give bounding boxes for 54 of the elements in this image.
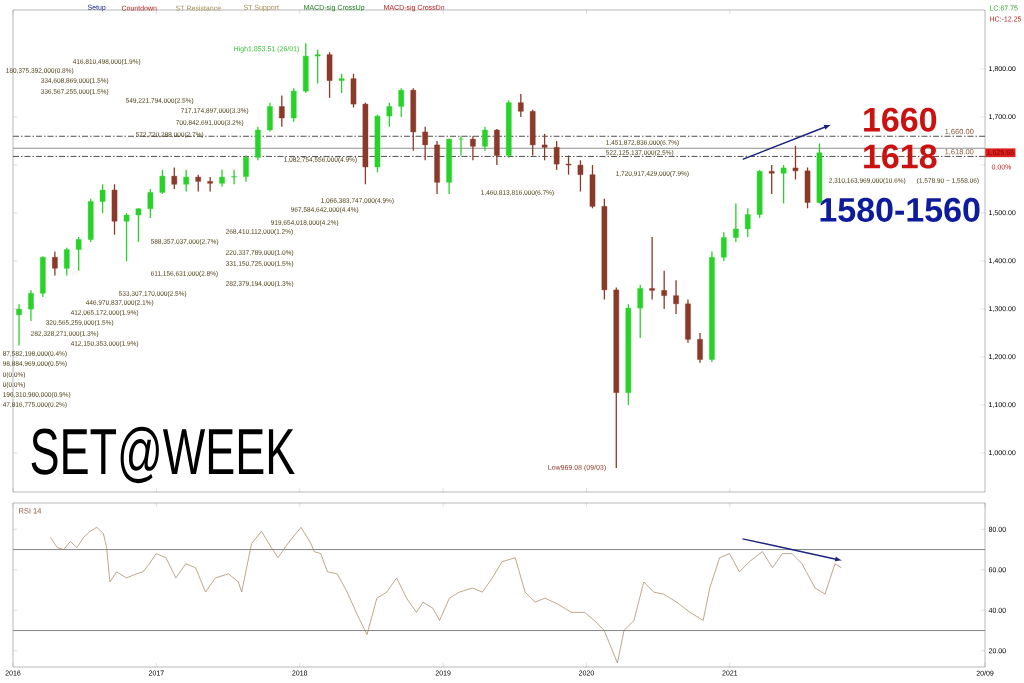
candlestick [338, 73, 345, 94]
candlestick [374, 114, 381, 173]
annotation: 1660 [864, 107, 937, 132]
annotation: 1580-1560 [820, 197, 980, 222]
candlestick [279, 94, 285, 128]
candlestick [302, 42, 309, 94]
candlestick [744, 207, 751, 238]
candlestick [40, 255, 46, 298]
candlestick [183, 169, 189, 193]
candlestick [410, 87, 417, 152]
candlestick [553, 140, 560, 171]
candlestick [63, 246, 70, 277]
candlestick [625, 303, 632, 406]
candlestick [518, 93, 524, 118]
candlestick [111, 183, 118, 236]
candlestick [613, 286, 620, 469]
candlestick [326, 51, 333, 99]
candlestick [171, 166, 178, 190]
candlestick [565, 154, 572, 176]
candlestick [147, 188, 154, 219]
candlestick [386, 102, 393, 128]
candlestick [87, 198, 94, 243]
candlestick [422, 126, 428, 161]
candlestick [290, 87, 297, 123]
candlestick [637, 284, 644, 339]
candlestick [505, 99, 512, 159]
candlestick [661, 270, 667, 310]
candlestick [135, 207, 142, 243]
candlestick [362, 102, 369, 185]
candlestick [16, 303, 22, 347]
candlestick [398, 87, 405, 118]
candlestick [458, 135, 464, 157]
candlestick [768, 164, 775, 195]
annotation: 1618 [864, 144, 937, 169]
candlestick [123, 212, 130, 262]
candlestick [649, 236, 655, 301]
candlestick [99, 183, 106, 214]
candlestick [601, 198, 608, 301]
candlestick [159, 169, 166, 195]
candlestick [721, 231, 727, 262]
candlestick [589, 164, 596, 209]
candlestick [314, 49, 321, 85]
candlestick [577, 159, 584, 193]
candlestick [541, 133, 548, 161]
candlestick [792, 145, 799, 181]
candlestick [75, 236, 82, 272]
candlestick [207, 176, 213, 193]
candlestick [231, 169, 237, 185]
candlestick [780, 164, 787, 205]
candlestick [529, 109, 536, 157]
candlestick [350, 73, 357, 109]
candlestick [756, 169, 763, 219]
candlestick [804, 166, 811, 209]
annotation: SET@WEEK [31, 426, 295, 484]
